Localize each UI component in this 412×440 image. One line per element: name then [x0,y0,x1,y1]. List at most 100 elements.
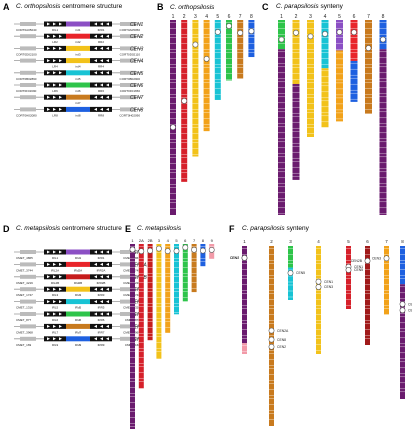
core-label: ird6 [75,89,80,93]
band [321,112,329,114]
band [182,267,188,268]
band [307,82,314,83]
band [400,331,405,333]
band [138,318,144,319]
core-label: IRd3 [75,293,82,297]
band [379,111,387,113]
repeat-arrow [47,83,50,87]
repeat-arrow [94,22,97,26]
repeat-arrow [53,107,56,111]
band [365,22,372,23]
band [269,290,274,291]
band [336,103,343,105]
band [336,37,343,38]
chromosome-number: 1 [280,14,283,20]
band [156,333,162,334]
band [321,91,329,93]
chromosome-bar [237,20,244,79]
band [226,58,232,59]
band [346,290,351,291]
central-core [66,106,90,112]
flank-gene-left [20,46,36,51]
band [278,87,285,89]
band [384,254,389,255]
band [192,67,199,68]
synteny-segment [350,20,358,61]
band [165,258,171,259]
band [147,336,153,337]
core-label: IRd6 [75,318,82,322]
repeat-arrow [59,337,62,341]
band [365,82,372,83]
synteny-segment [316,246,321,354]
band [365,338,370,339]
band [156,336,162,337]
band [226,22,232,23]
band [130,408,135,409]
band [130,327,135,328]
band [181,58,188,59]
centromere-marker [380,36,386,43]
band [269,374,274,375]
band [346,299,351,300]
chromosome-6: 6 [226,14,232,81]
central-core [66,286,90,292]
band [237,28,244,29]
title-suffix: centromere structure [60,3,123,10]
band [350,49,358,50]
centromere-marker [268,327,275,334]
chromosome-number: 8 [401,239,404,244]
band [400,337,405,339]
band [242,254,247,255]
band [130,288,135,289]
band [242,323,247,324]
repeat-arrow [53,287,56,291]
band [336,79,343,81]
band [365,37,372,38]
centromere-marker [203,56,210,62]
repeat-arrow [106,83,109,87]
band [269,269,274,270]
repeat-label-left: IRL1 [52,256,59,260]
band [165,273,171,274]
band [181,28,188,29]
flank-gene-right [120,274,136,279]
centromere-marker [268,343,275,350]
core-label: IRd9 [75,343,82,347]
core-label: IRd2A [74,268,82,272]
band [182,261,188,262]
band [130,426,135,427]
band [379,34,387,35]
band [365,28,372,29]
band [292,151,300,153]
band [130,291,135,292]
band [365,305,370,306]
band [181,148,188,149]
band [165,276,171,277]
band [400,263,405,264]
chromosome-6: 6 CEN2B [351,239,371,345]
repeat-arrow [59,59,62,63]
band [350,77,358,79]
band [292,115,300,117]
centromere-marker [181,98,188,104]
centromere-marker [364,257,371,264]
chromosome-bar [192,20,199,157]
repeat-arrow [100,107,103,111]
band [181,49,188,50]
repeat-arrow [53,95,56,99]
centromere-marker [336,29,343,36]
band [278,168,285,170]
band [292,127,300,129]
band [138,288,144,289]
band [336,52,343,54]
band [203,124,210,125]
repeat-arrow [59,95,62,99]
centromere-row: CMET_3968CMET_3969IRd7IRL7IRR7CEN7 [14,323,144,334]
chromosome-bar [214,20,221,100]
repeat-arrow [47,34,50,38]
band [269,278,274,279]
band [384,293,389,294]
band [170,43,176,44]
